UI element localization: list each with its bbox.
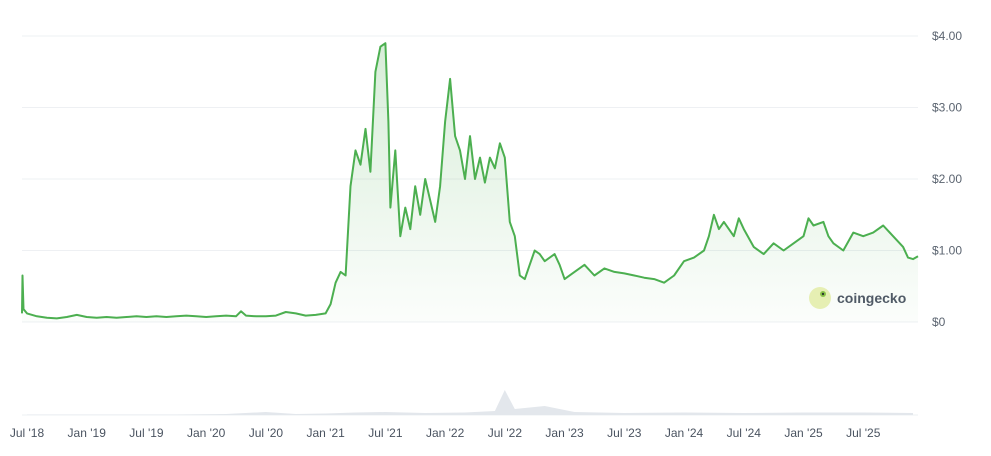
x-tick-label: Jan '21	[306, 426, 345, 440]
coingecko-gecko-icon	[809, 287, 831, 309]
x-tick-label: Jul '19	[129, 426, 164, 440]
x-tick-label: Jan '23	[545, 426, 584, 440]
y-tick-label: $3.00	[932, 101, 962, 115]
price-area	[21, 42, 919, 322]
x-tick-label: Jul '24	[727, 426, 762, 440]
price-line	[21, 42, 919, 320]
coingecko-watermark: coingecko	[809, 287, 906, 309]
x-tick-label: Jan '22	[426, 426, 465, 440]
x-tick-label: Jan '24	[665, 426, 704, 440]
watermark-text: coingecko	[837, 290, 906, 306]
x-tick-label: Jan '25	[784, 426, 823, 440]
x-tick-label: Jan '20	[187, 426, 226, 440]
x-tick-label: Jul '23	[607, 426, 642, 440]
y-tick-label: $2.00	[932, 172, 962, 186]
x-tick-label: Jul '22	[488, 426, 523, 440]
x-tick-label: Jul '21	[368, 426, 403, 440]
volume-fill	[26, 390, 914, 415]
x-tick-label: Jul '18	[10, 426, 45, 440]
y-tick-label: $0	[932, 315, 946, 329]
x-tick-label: Jan '19	[68, 426, 107, 440]
x-tick-label: Jul '25	[846, 426, 881, 440]
x-tick-label: Jul '20	[249, 426, 284, 440]
price-area-fill	[22, 43, 918, 322]
y-tick-label: $4.00	[932, 29, 962, 43]
y-tick-label: $1.00	[932, 244, 962, 258]
y-axis-ticks: $0 $1.00 $2.00 $3.00 $4.00	[932, 29, 962, 329]
volume-area	[26, 390, 914, 415]
x-axis-ticks: Jul '18 Jan '19 Jul '19 Jan '20 Jul '20 Jan '…	[10, 426, 881, 440]
